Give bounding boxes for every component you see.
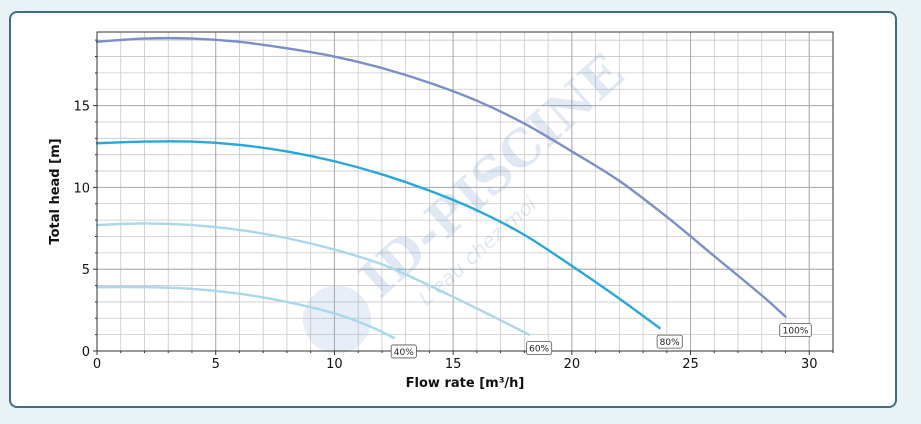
y-tick-label: 10 (73, 181, 90, 196)
curve-labels: 100% 80% 60% 40% (390, 323, 812, 359)
curve-label-80pct: 80% (656, 334, 683, 349)
y-tick-label: 0 (82, 345, 90, 360)
curve-label-text: 80% (660, 338, 680, 348)
curve-label-text: 60% (529, 345, 549, 355)
curve-label-text: 100% (783, 327, 809, 337)
x-tick-label: 10 (326, 357, 343, 372)
series-group (95, 36, 787, 340)
watermark-circle-icon (303, 285, 372, 354)
curve-label-box (779, 323, 812, 338)
chart-card: ID-PISCINE L'eau chez moi 0 5 10 15 20 25 30 0 5 1… (9, 11, 897, 408)
curve-label-box (390, 344, 417, 359)
x-tick-label: 30 (801, 357, 818, 372)
curve-label-box (526, 341, 553, 356)
series-line-80pct (95, 140, 661, 330)
axes: 0 5 10 15 20 25 30 0 5 10 15 (73, 31, 834, 372)
x-tick-label: 0 (93, 357, 101, 372)
curve-label-100pct: 100% (779, 323, 812, 338)
y-tick-label: 5 (82, 263, 90, 278)
series-line-60pct (95, 222, 531, 336)
curve-label-60pct: 60% (526, 341, 553, 356)
series-line-100pct (95, 36, 787, 318)
y-axis-label: Total head [m] (48, 138, 63, 244)
x-tick-label: 20 (564, 357, 581, 372)
x-axis-label: Flow rate [m³/h] (406, 376, 525, 391)
x-tick-label: 5 (212, 357, 220, 372)
y-tick-label: 15 (73, 100, 90, 115)
series-line-40pct (95, 285, 395, 340)
curve-label-40pct: 40% (390, 344, 417, 359)
curve-label-box (656, 334, 683, 349)
plot-frame (96, 31, 834, 352)
x-tick-label: 15 (445, 357, 462, 372)
curve-label-text: 40% (394, 348, 414, 358)
x-tick-label: 25 (682, 357, 699, 372)
